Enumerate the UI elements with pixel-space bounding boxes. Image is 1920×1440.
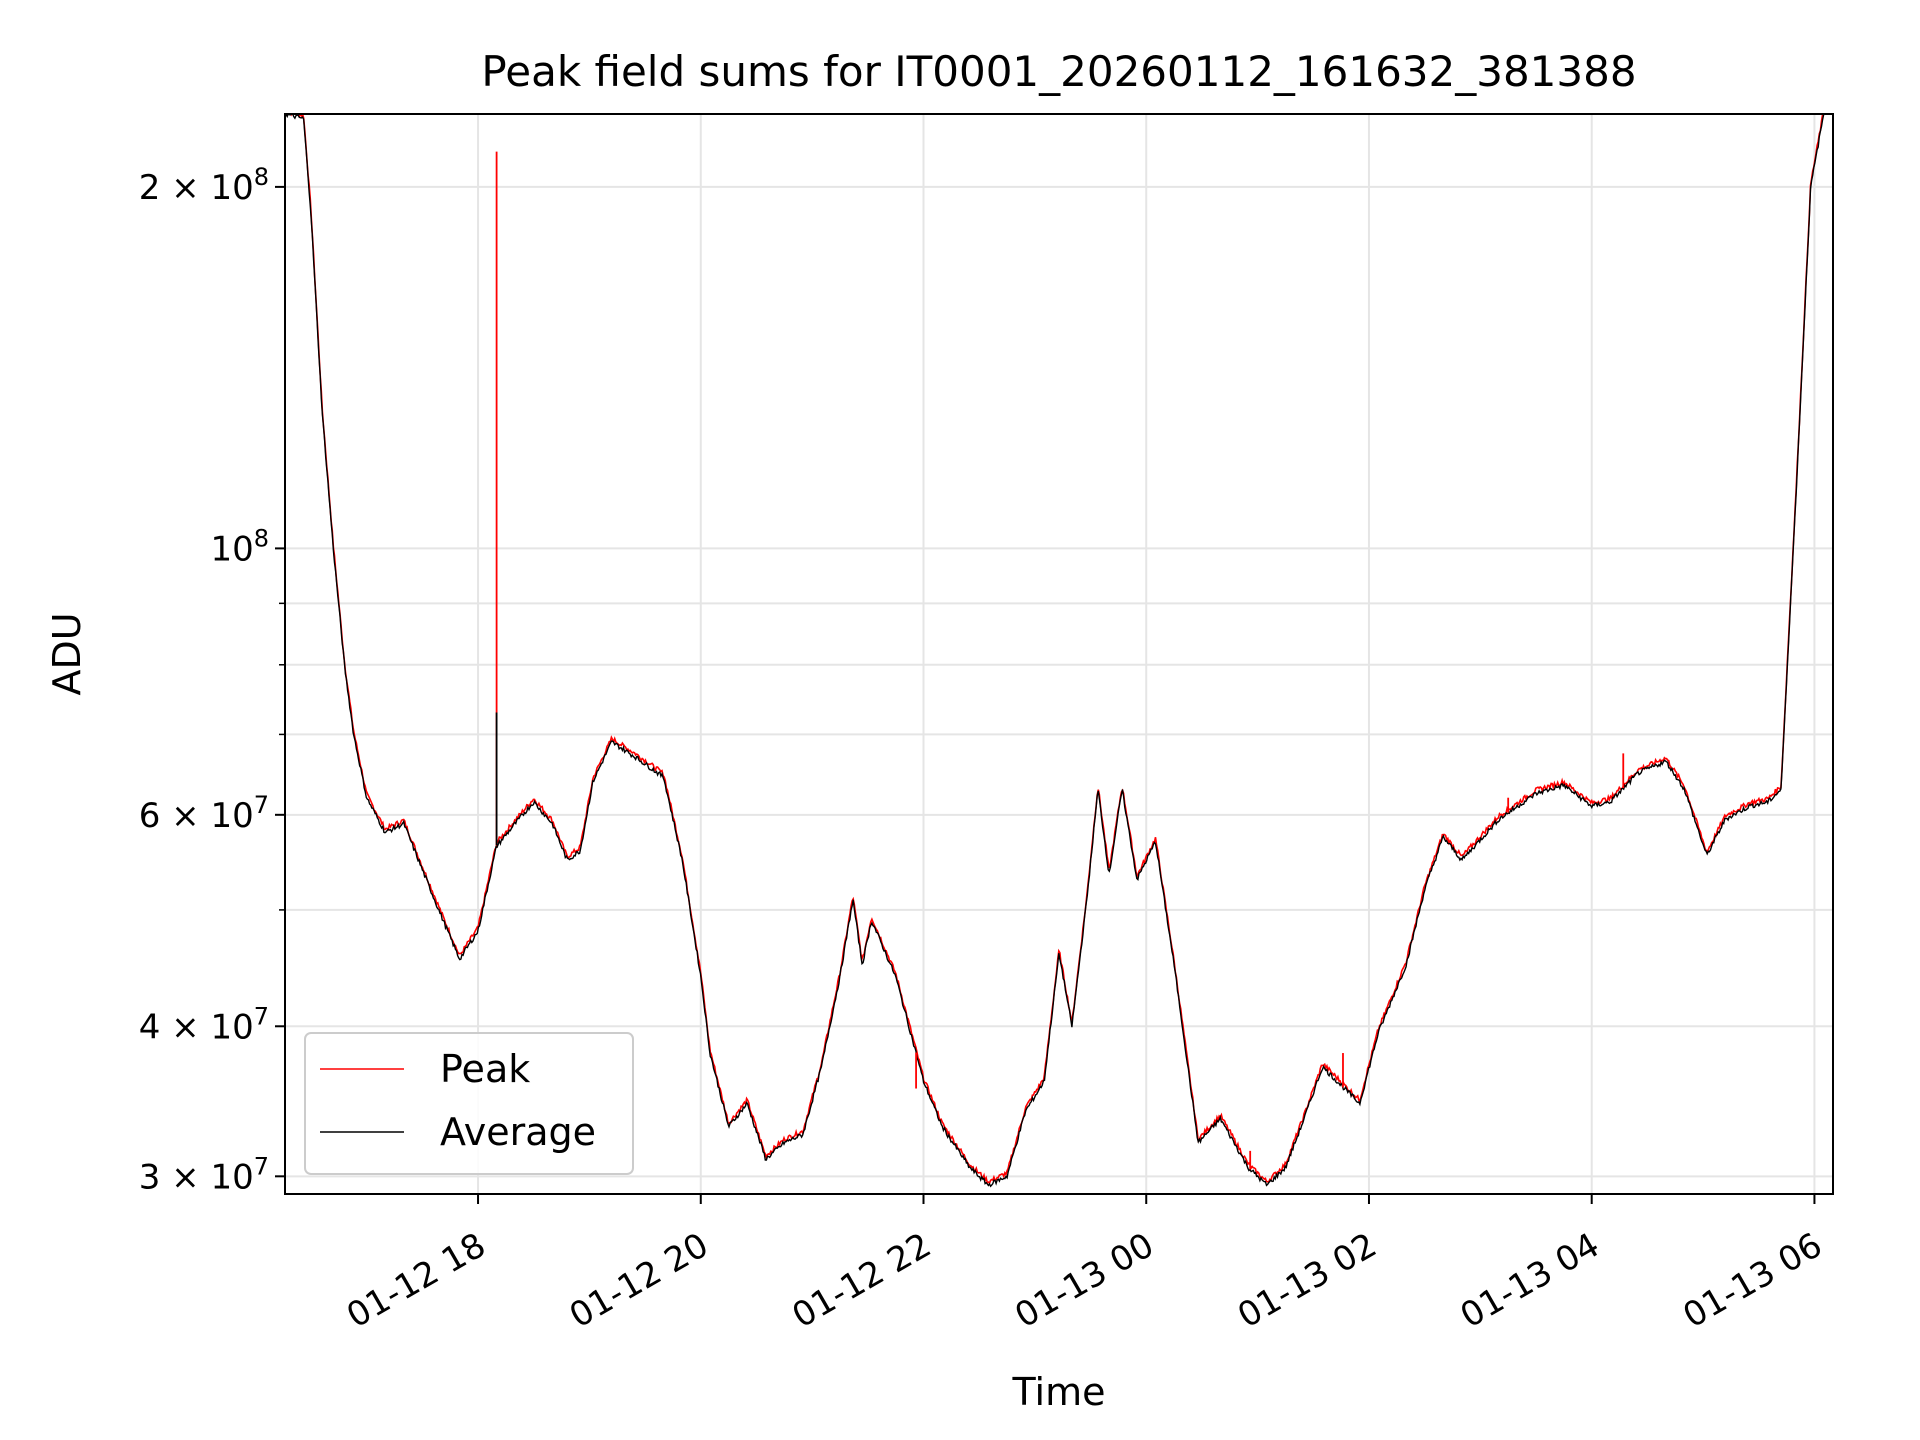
peak-series-line <box>290 114 1824 1185</box>
plot-frame <box>284 113 1834 1195</box>
x-tick-label: 01-13 04 <box>1454 1225 1606 1336</box>
legend: Peak Average <box>304 1032 634 1175</box>
y-tick-label: 108 <box>210 524 269 569</box>
x-tick-label: 01-12 18 <box>340 1225 492 1336</box>
x-tick-label: 01-12 20 <box>563 1225 715 1336</box>
y-axis-label: ADU <box>45 612 89 695</box>
x-tick-label: 01-12 22 <box>786 1225 938 1336</box>
x-tick-label: 01-13 02 <box>1231 1225 1383 1336</box>
y-tick-label: 6 × 107 <box>139 791 269 836</box>
y-tick-label: 3 × 107 <box>139 1152 269 1197</box>
x-tick-label: 01-13 06 <box>1677 1225 1829 1336</box>
y-tick-label: 2 × 108 <box>139 163 269 208</box>
legend-average-label: Average <box>440 1110 596 1154</box>
average-series-line <box>285 114 1825 1188</box>
chart-title: Peak field sums for IT0001_20260112_1616… <box>481 47 1636 96</box>
x-axis-label: Time <box>1012 1370 1106 1414</box>
x-tick-label: 01-13 00 <box>1008 1225 1160 1336</box>
y-tick-label: 4 × 107 <box>139 1002 269 1047</box>
series-layer <box>285 114 1825 1188</box>
grid <box>285 114 1833 1194</box>
legend-peak-label: Peak <box>440 1047 530 1091</box>
